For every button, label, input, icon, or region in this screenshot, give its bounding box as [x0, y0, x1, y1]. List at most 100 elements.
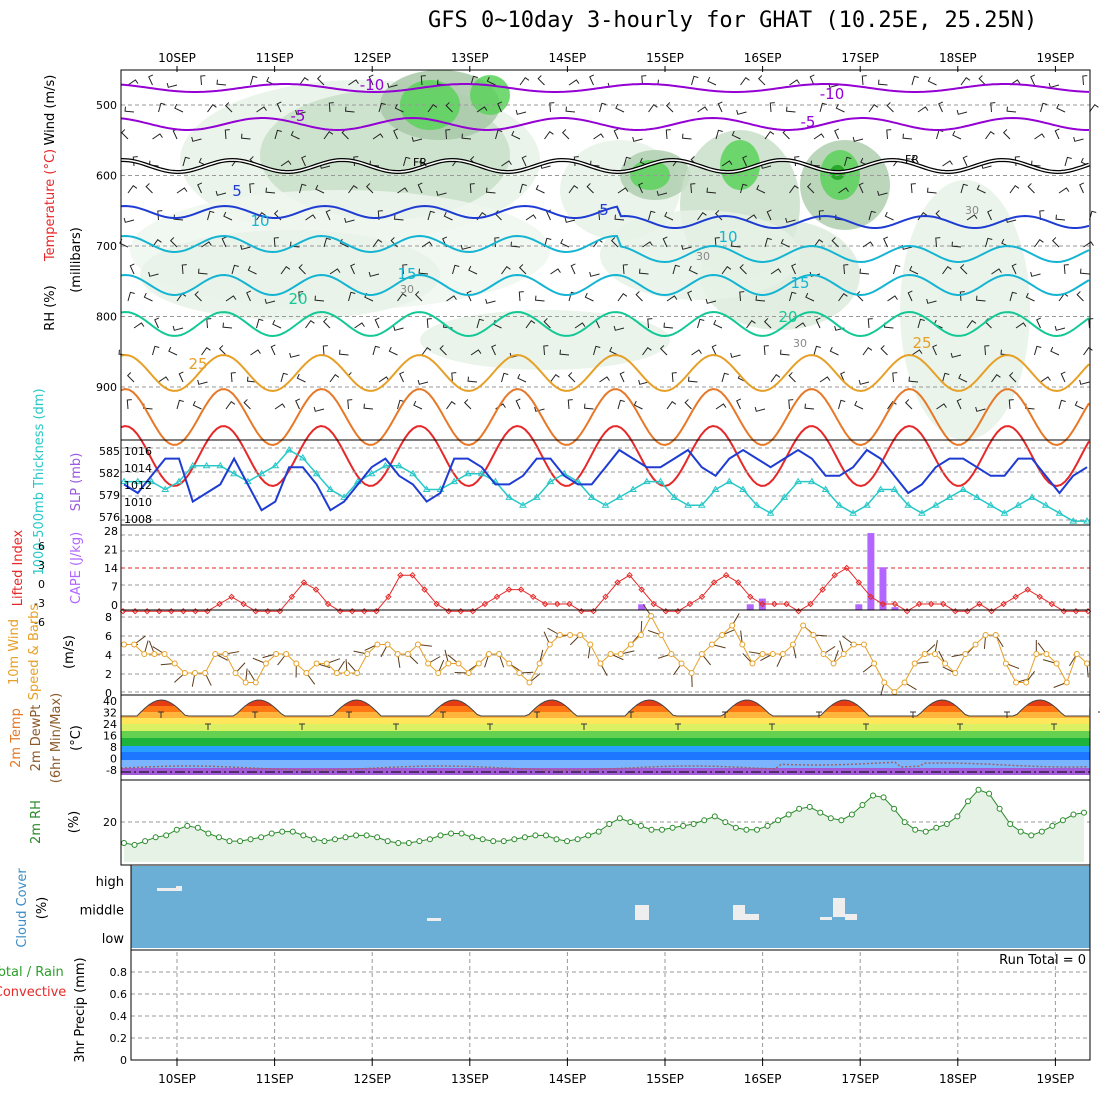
wind-barb [322, 318, 331, 329]
wind-barb [779, 349, 790, 356]
wind-speed-point [141, 651, 148, 657]
wind-speed-point [769, 651, 776, 657]
wind-barb [911, 349, 923, 356]
rh-point [848, 811, 855, 818]
wind-barb [452, 264, 460, 275]
wind-barb [470, 75, 478, 86]
wind-barb [123, 217, 135, 223]
wind-barb [178, 371, 184, 383]
wind-barb [599, 102, 607, 113]
li-point [602, 593, 609, 601]
contour-label: 10 [250, 212, 269, 230]
wind-barb [451, 372, 457, 383]
li-point [433, 600, 440, 608]
li-point [855, 579, 863, 586]
x-tick-label-bottom: 16SEP [744, 1072, 782, 1086]
wind-barb [166, 82, 178, 88]
wind-barb [417, 182, 423, 194]
wind-barb [886, 102, 894, 113]
wind-barb [301, 155, 307, 167]
wind-barb [1088, 318, 1094, 329]
wind-barb [494, 237, 500, 248]
wind-barb [788, 372, 796, 383]
thickness-point [821, 485, 830, 492]
x-tick-label-bottom: 10SEP [158, 1072, 196, 1086]
wind-barb [148, 271, 159, 277]
wind-barb [991, 373, 1001, 383]
y-tick-label: 600 [96, 170, 117, 183]
wind-speed-point [992, 632, 999, 638]
thickness-point [409, 469, 417, 477]
wind-barb [858, 182, 864, 194]
wind-barb [746, 214, 757, 221]
wind-speed-point [881, 679, 888, 686]
wind-barb [648, 210, 656, 221]
wind-speed-point [719, 632, 726, 638]
cloud-bar [733, 905, 745, 920]
wind-speed-point [627, 641, 634, 648]
contour-label: 30 [696, 250, 710, 263]
thickness-point [120, 477, 128, 485]
wind-barb [411, 136, 423, 142]
y-axis-label-wind: Wind (m/s) [43, 75, 58, 146]
wind-barb [1008, 372, 1017, 383]
rh-point [637, 822, 644, 829]
thickness-point [697, 501, 706, 508]
wind-barb [907, 290, 913, 302]
wind-barb [707, 76, 717, 86]
wind-barb [133, 322, 145, 329]
wind-barb [730, 352, 741, 358]
wind-barb [476, 106, 488, 113]
thickness-point [973, 493, 981, 500]
wind-barb [129, 263, 135, 275]
wind-barb [861, 75, 867, 86]
rh-point [933, 824, 940, 831]
wind-barb [687, 376, 698, 383]
wind-speed-point [404, 651, 411, 657]
wind-barb [1083, 241, 1094, 248]
li-point [650, 600, 657, 608]
wind-barb [804, 403, 815, 410]
wind-barb [877, 190, 888, 196]
li-point [722, 571, 730, 579]
wind-barb [224, 102, 233, 113]
thickness-point [230, 469, 238, 477]
li-point [747, 593, 754, 601]
wind-barb [436, 190, 447, 196]
wind-barb [666, 295, 678, 302]
minmax-marker [581, 723, 587, 730]
wind-barb [274, 129, 282, 140]
thickness-point [133, 477, 142, 485]
wind-barb [338, 349, 349, 356]
wind-barb [197, 268, 208, 275]
wind-barb [515, 398, 521, 410]
li-point [1012, 593, 1019, 601]
rh-point [121, 840, 127, 846]
wind-barb [250, 349, 261, 356]
rh-blob [420, 310, 670, 370]
thickness-point [1014, 501, 1023, 508]
thickness-point [1041, 501, 1050, 508]
li-point [228, 593, 235, 601]
wind-barb [638, 379, 649, 385]
wind-barb [614, 214, 625, 221]
wind-barb [145, 183, 153, 194]
wind-speed-point [394, 651, 401, 657]
wind-barb [1063, 264, 1069, 275]
wind-barb [564, 217, 576, 223]
wind-barb [296, 373, 306, 383]
y-tick-label: 40 [103, 695, 117, 708]
wind-barb [975, 295, 986, 302]
y-tick-label: -8 [106, 764, 117, 777]
cloud-bar [176, 886, 182, 891]
wind-speed-point [252, 679, 259, 686]
wind-barb [273, 237, 279, 248]
rh-point [743, 826, 750, 833]
minmax-marker [1098, 711, 1100, 713]
wind-barb [691, 349, 702, 356]
wind-barb [1006, 106, 1017, 113]
wind-barb [501, 160, 512, 167]
wind-barb [966, 214, 978, 221]
li-point [541, 600, 549, 608]
wind-barb [1036, 317, 1042, 329]
